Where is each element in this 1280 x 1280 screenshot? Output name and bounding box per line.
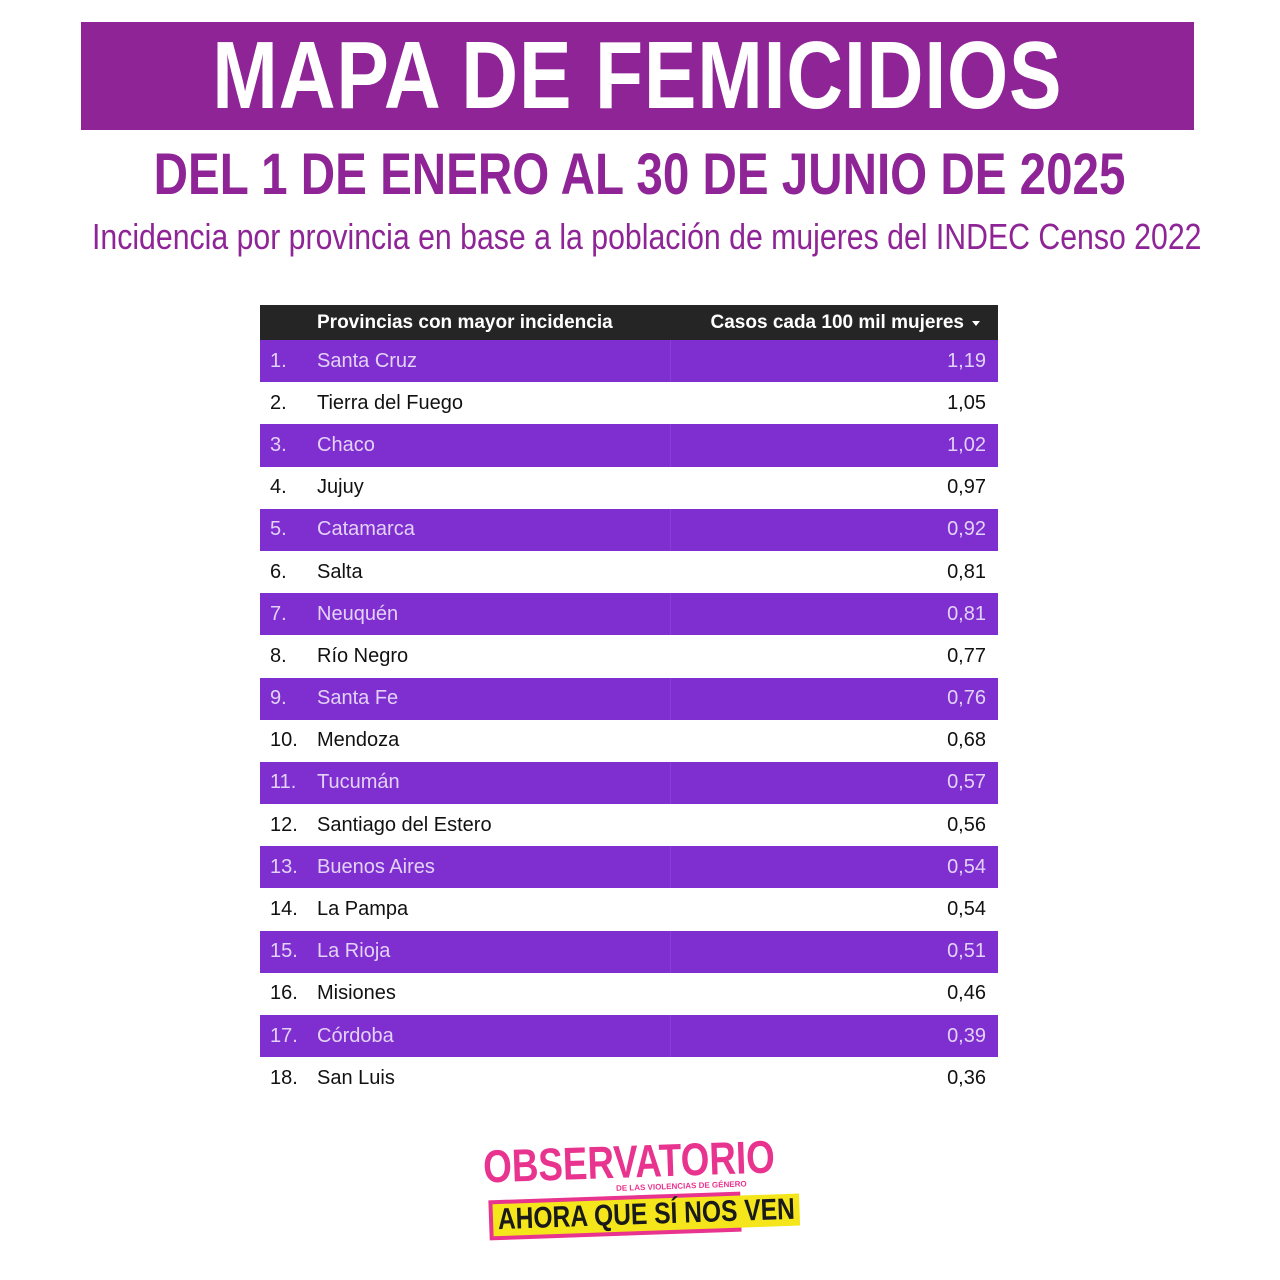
row-value: 1,02: [947, 433, 986, 456]
row-value: 0,97: [947, 476, 986, 499]
row-value: 0,56: [947, 813, 986, 836]
row-rank: 8.: [270, 644, 287, 667]
table-row: 14. La Pampa 0,54: [260, 888, 998, 931]
table-row: 3. Chaco 1,02: [260, 424, 998, 467]
row-province: Río Negro: [317, 644, 409, 667]
row-rank: 15.: [270, 940, 298, 963]
incidence-table: Provincias con mayor incidencia Casos ca…: [260, 305, 998, 1100]
methodology-note: Incidencia por provincia en base a la po…: [92, 216, 1202, 257]
table-row: 4. Jujuy 0,97: [260, 466, 998, 509]
row-value: 0,57: [947, 771, 986, 794]
row-value: 0,46: [947, 982, 986, 1005]
table-header: Provincias con mayor incidencia Casos ca…: [260, 305, 998, 340]
row-rank: 4.: [270, 476, 287, 499]
row-province: Misiones: [317, 982, 396, 1005]
row-value: 1,19: [947, 349, 986, 372]
row-province: Santa Fe: [317, 687, 399, 710]
sort-desc-icon[interactable]: [972, 320, 980, 326]
row-rank: 13.: [270, 855, 298, 878]
row-value: 0,76: [947, 687, 986, 710]
date-range-text: DEL 1 DE ENERO AL 30 DE JUNIO DE 2025: [154, 142, 1126, 207]
table-row: 11. Tucumán 0,57: [260, 761, 998, 805]
date-range-subtitle: DEL 1 DE ENERO AL 30 DE JUNIO DE 2025: [0, 140, 1280, 210]
table-row: 10. Mendoza 0,68: [260, 719, 998, 762]
row-province: Salta: [317, 560, 363, 583]
row-rank: 14.: [270, 898, 298, 921]
table-row: 2. Tierra del Fuego 1,05: [260, 382, 998, 425]
table-row: 5. Catamarca 0,92: [260, 508, 998, 552]
row-value: 0,81: [947, 560, 986, 583]
row-rank: 5.: [270, 518, 287, 541]
table-row: 18. San Luis 0,36: [260, 1057, 998, 1100]
page-title: MAPA DE FEMICIDIOS: [212, 22, 1063, 129]
column-header-rate-label: Casos cada 100 mil mujeres: [710, 312, 964, 333]
row-value: 1,05: [947, 391, 986, 414]
row-province: Buenos Aires: [317, 855, 435, 878]
row-province: La Pampa: [317, 898, 409, 921]
row-rank: 9.: [270, 687, 287, 710]
row-rank: 18.: [270, 1066, 298, 1089]
row-rank: 17.: [270, 1024, 298, 1047]
row-value: 0,39: [947, 1024, 986, 1047]
observatorio-logo: OBSERVATORIO DE LAS VIOLENCIAS DE GÉNERO…: [482, 1130, 801, 1244]
table-row: 13. Buenos Aires 0,54: [260, 846, 998, 889]
table-body: 1. Santa Cruz 1,19 2. Tierra del Fuego 1,05 3.…: [260, 340, 998, 1100]
row-rank: 3.: [270, 433, 287, 456]
row-province: Jujuy: [317, 476, 364, 499]
row-province: Tucumán: [317, 771, 400, 794]
row-rank: 11.: [270, 771, 297, 794]
column-header-province[interactable]: Provincias con mayor incidencia: [317, 312, 613, 333]
row-province: Santiago del Estero: [317, 813, 492, 836]
table-row: 16. Misiones 0,46: [260, 972, 998, 1015]
row-province: Catamarca: [317, 518, 415, 541]
row-province: San Luis: [317, 1066, 395, 1089]
column-header-rate[interactable]: Casos cada 100 mil mujeres: [711, 312, 980, 334]
row-province: La Rioja: [317, 940, 391, 963]
table-row: 9. Santa Fe 0,76: [260, 677, 998, 720]
table-row: 8. Río Negro 0,77: [260, 635, 998, 678]
row-value: 0,77: [947, 644, 986, 667]
row-rank: 12.: [270, 813, 298, 836]
row-province: Tierra del Fuego: [317, 391, 463, 414]
row-province: Mendoza: [317, 729, 400, 752]
row-province: Córdoba: [317, 1024, 394, 1047]
row-rank: 10.: [270, 729, 298, 752]
row-province: Santa Cruz: [317, 349, 418, 372]
row-value: 0,81: [947, 602, 986, 625]
table-row: 15. La Rioja 0,51: [260, 930, 998, 974]
row-province: Neuquén: [317, 602, 399, 625]
row-rank: 7.: [270, 602, 287, 625]
row-rank: 6.: [270, 560, 287, 583]
row-value: 0,54: [947, 898, 986, 921]
row-value: 0,51: [947, 940, 986, 963]
row-value: 0,68: [947, 729, 986, 752]
table-row: 12. Santiago del Estero 0,56: [260, 804, 998, 847]
row-rank: 1.: [270, 349, 287, 372]
title-banner: MAPA DE FEMICIDIOS: [81, 22, 1194, 130]
row-value: 0,92: [947, 518, 986, 541]
row-rank: 16.: [270, 982, 298, 1005]
table-row: 7. Neuquén 0,81: [260, 593, 998, 636]
row-province: Chaco: [317, 433, 375, 456]
row-value: 0,54: [947, 855, 986, 878]
table-row: 1. Santa Cruz 1,19: [260, 340, 998, 383]
row-value: 0,36: [947, 1066, 986, 1089]
row-rank: 2.: [270, 391, 287, 414]
table-row: 17. Córdoba 0,39: [260, 1015, 998, 1058]
table-row: 6. Salta 0,81: [260, 550, 998, 594]
